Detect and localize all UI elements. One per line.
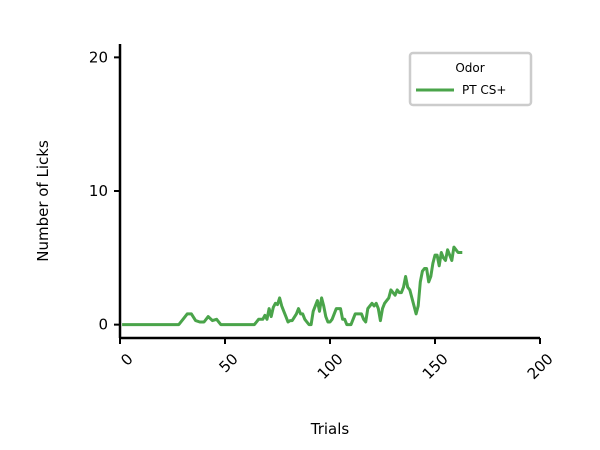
x-tick-label: 150 [419, 350, 452, 383]
x-tick-label: 50 [216, 350, 242, 376]
series-line-pt-cs-plus [122, 245, 463, 327]
y-tick-label: 0 [98, 316, 108, 334]
x-axis-label: Trials [310, 420, 350, 438]
legend: Odor PT CS+ [408, 51, 533, 107]
x-tick-label: 0 [117, 350, 136, 369]
x-axis-ticks: 0 50 100 150 200 [117, 338, 557, 383]
y-tick-label: 20 [89, 48, 108, 66]
legend-box [408, 51, 533, 107]
legend-entry-pt-cs-plus: PT CS+ [462, 83, 506, 97]
y-axis-ticks: 0 10 20 [89, 48, 120, 334]
plot-line-layer [122, 245, 463, 327]
y-axis-label: Number of Licks [34, 140, 52, 262]
x-tick-label: 100 [314, 350, 347, 383]
y-tick-label: 10 [89, 182, 108, 200]
x-tick-label: 200 [524, 350, 557, 383]
legend-title: Odor [455, 61, 484, 75]
